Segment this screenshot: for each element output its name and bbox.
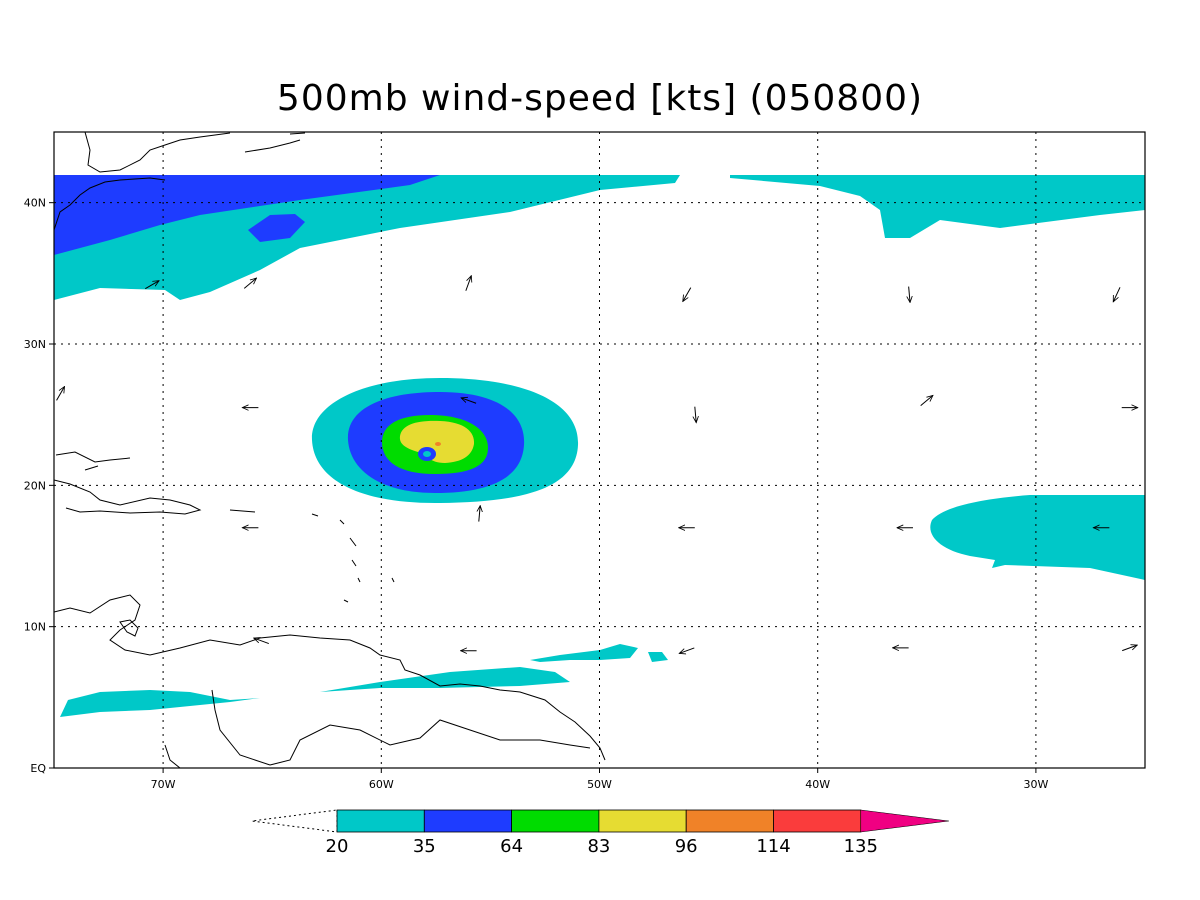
colorbar-above-triangle — [860, 809, 949, 833]
wind-vector — [465, 276, 471, 291]
x-tick-label: 30W — [1023, 778, 1048, 791]
y-tick-label: 10N — [24, 621, 46, 634]
colorbar-label: 20 — [326, 836, 349, 857]
wind-vector — [1112, 287, 1121, 302]
y-tick-label: EQ — [30, 762, 46, 775]
colorbar-label: 64 — [500, 836, 523, 857]
wind-vector — [145, 281, 159, 290]
wind-vector — [683, 287, 692, 302]
x-axis-ticks: 70W 60W 50W 40W 30W — [151, 768, 1048, 791]
colorbar-swatch — [423, 809, 512, 833]
colorbar-label: 135 — [844, 836, 878, 857]
y-tick-label: 30N — [24, 338, 46, 351]
x-tick-label: 70W — [151, 778, 176, 791]
contour-20-east-patch — [930, 495, 1145, 580]
coastlines — [54, 132, 606, 768]
contour-83-hurricane — [399, 420, 475, 463]
x-tick-label: 60W — [369, 778, 394, 791]
colorbar-swatch — [598, 809, 687, 833]
map-title: 500mb wind-speed [kts] (050800) — [276, 78, 924, 119]
coastline-lesser-antilles — [311, 513, 395, 603]
wind-vector — [909, 286, 910, 303]
contour-35-north-jet — [54, 175, 440, 255]
wind-vector — [695, 406, 696, 423]
coastline-north-america — [54, 132, 306, 231]
colorbar: 20 35 64 83 96 114 135 — [251, 809, 949, 857]
contour-20-north-east — [730, 175, 1145, 238]
storm-eye — [423, 451, 431, 457]
contour-96-hurricane — [435, 442, 441, 446]
wind-vector — [243, 278, 256, 289]
x-tick-label: 50W — [587, 778, 612, 791]
y-tick-label: 40N — [24, 197, 46, 210]
contour-20-south-band-d — [60, 690, 260, 717]
wind-vector — [920, 395, 933, 407]
wind-vector — [254, 638, 269, 645]
wind-vector — [1122, 645, 1137, 652]
y-axis-ticks: EQ 10N 20N 30N 40N — [24, 197, 54, 775]
coastline-antilles — [54, 451, 256, 515]
coastline-lake-maracaibo — [119, 619, 139, 637]
colorbar-below-triangle — [251, 809, 338, 833]
colorbar-label: 114 — [756, 836, 790, 857]
colorbar-swatch — [511, 809, 600, 833]
contour-20-south-band-c — [320, 667, 570, 692]
colorbar-swatch — [336, 809, 425, 833]
colorbar-label: 35 — [413, 836, 436, 857]
colorbar-swatch — [685, 809, 774, 833]
wind-vector — [56, 387, 65, 401]
colorbar-label: 96 — [675, 836, 698, 857]
colorbar-label: 83 — [587, 836, 610, 857]
y-tick-label: 20N — [24, 479, 46, 492]
colorbar-swatch — [773, 809, 862, 833]
contour-35-jet-blob — [248, 214, 305, 242]
contour-20-south-band-b — [648, 652, 668, 662]
coastline-south-america — [54, 594, 606, 768]
wind-vector — [679, 647, 695, 653]
lat-lon-grid — [54, 132, 1145, 768]
wind-vector — [479, 506, 480, 522]
wind-vector — [461, 398, 477, 404]
x-tick-label: 40W — [805, 778, 830, 791]
contour-20-south-band-a — [530, 644, 638, 662]
shaded-contours — [54, 175, 1145, 717]
wind-vectors — [56, 276, 1138, 654]
